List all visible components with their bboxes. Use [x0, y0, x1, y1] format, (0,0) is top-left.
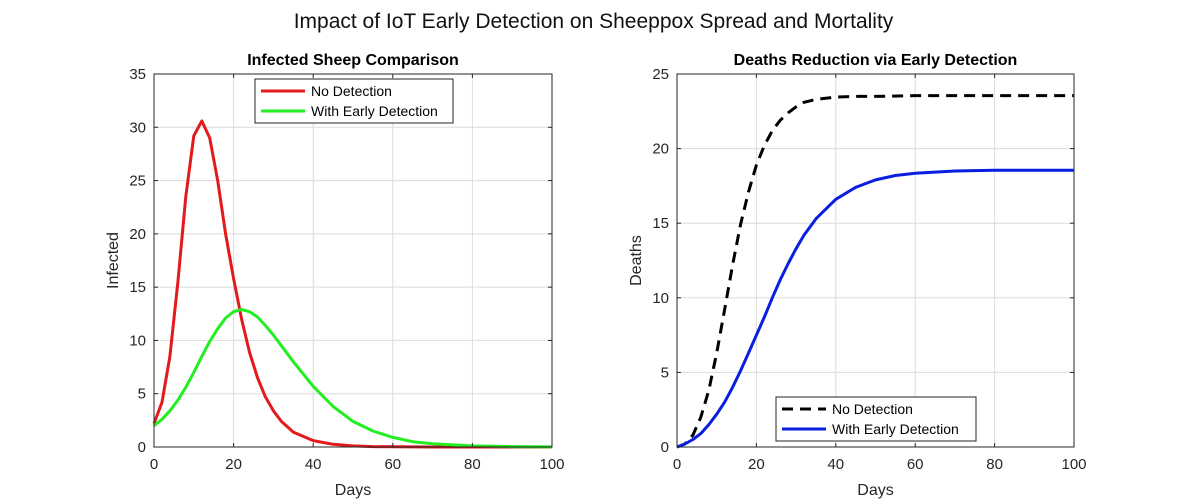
figure-suptitle: Impact of IoT Early Detection on Sheeppo… [293, 10, 894, 33]
chart-title: Deaths Reduction via Early Detection [734, 52, 1018, 69]
plot-area [154, 74, 552, 447]
legend: No Detection With Early Detection [254, 78, 454, 124]
y-tick-label: 20 [129, 226, 146, 243]
legend-box [775, 396, 977, 442]
legend-label-1: No Detection [832, 401, 913, 417]
y-tick-label: 35 [129, 66, 146, 83]
y-tick-label: 10 [129, 332, 146, 349]
x-tick-label: 0 [673, 456, 681, 473]
x-tick-label: 100 [539, 456, 564, 473]
chart-panel-2: 0 20 40 60 80 100 0 5 10 15 20 25 Deaths Reduction v… [628, 52, 1087, 499]
y-tick-label: 30 [129, 119, 146, 136]
x-tick-label: 80 [986, 456, 1003, 473]
series-line-2 [153, 308, 553, 449]
chart-title: Infected Sheep Comparison [247, 52, 459, 69]
axes-box [676, 73, 1075, 448]
x-tick-label: 60 [907, 456, 924, 473]
x-tick-label: 60 [384, 456, 401, 473]
y-tick-label: 10 [652, 290, 669, 307]
y-tick-label: 20 [652, 141, 669, 158]
y-tick-label: 15 [129, 279, 146, 296]
y-tick-label: 25 [652, 66, 669, 83]
y-axis-label: Infected [105, 232, 122, 289]
legend-label-2: With Early Detection [311, 103, 438, 119]
y-tick-label: 5 [138, 386, 146, 403]
x-tick-label: 20 [748, 456, 765, 473]
y-tick-label: 0 [661, 439, 669, 456]
legend: No Detection With Early Detection [775, 396, 977, 442]
legend-box [254, 78, 454, 124]
plot-area [677, 74, 1074, 447]
x-tick-label: 40 [827, 456, 844, 473]
y-tick-label: 15 [652, 215, 669, 232]
y-axis-label: Deaths [628, 235, 645, 286]
x-tick-label: 80 [464, 456, 481, 473]
legend-label-2: With Early Detection [832, 421, 959, 437]
x-tick-label: 0 [150, 456, 158, 473]
x-tick-label: 40 [305, 456, 322, 473]
x-axis-label: Days [335, 482, 371, 499]
legend-label-1: No Detection [311, 83, 392, 99]
x-tick-label: 20 [225, 456, 242, 473]
y-tick-label: 25 [129, 173, 146, 190]
series-line-2 [676, 168, 1074, 449]
series-line-1 [676, 94, 1074, 449]
y-tick-label: 5 [661, 364, 669, 381]
x-axis-label: Days [857, 482, 893, 499]
x-tick-label: 100 [1061, 456, 1086, 473]
chart-panel-1: 0 20 40 60 80 100 0 5 10 15 20 25 30 35 Infected Sheep… [105, 52, 565, 499]
axes-box [153, 73, 553, 448]
y-tick-label: 0 [138, 439, 146, 456]
